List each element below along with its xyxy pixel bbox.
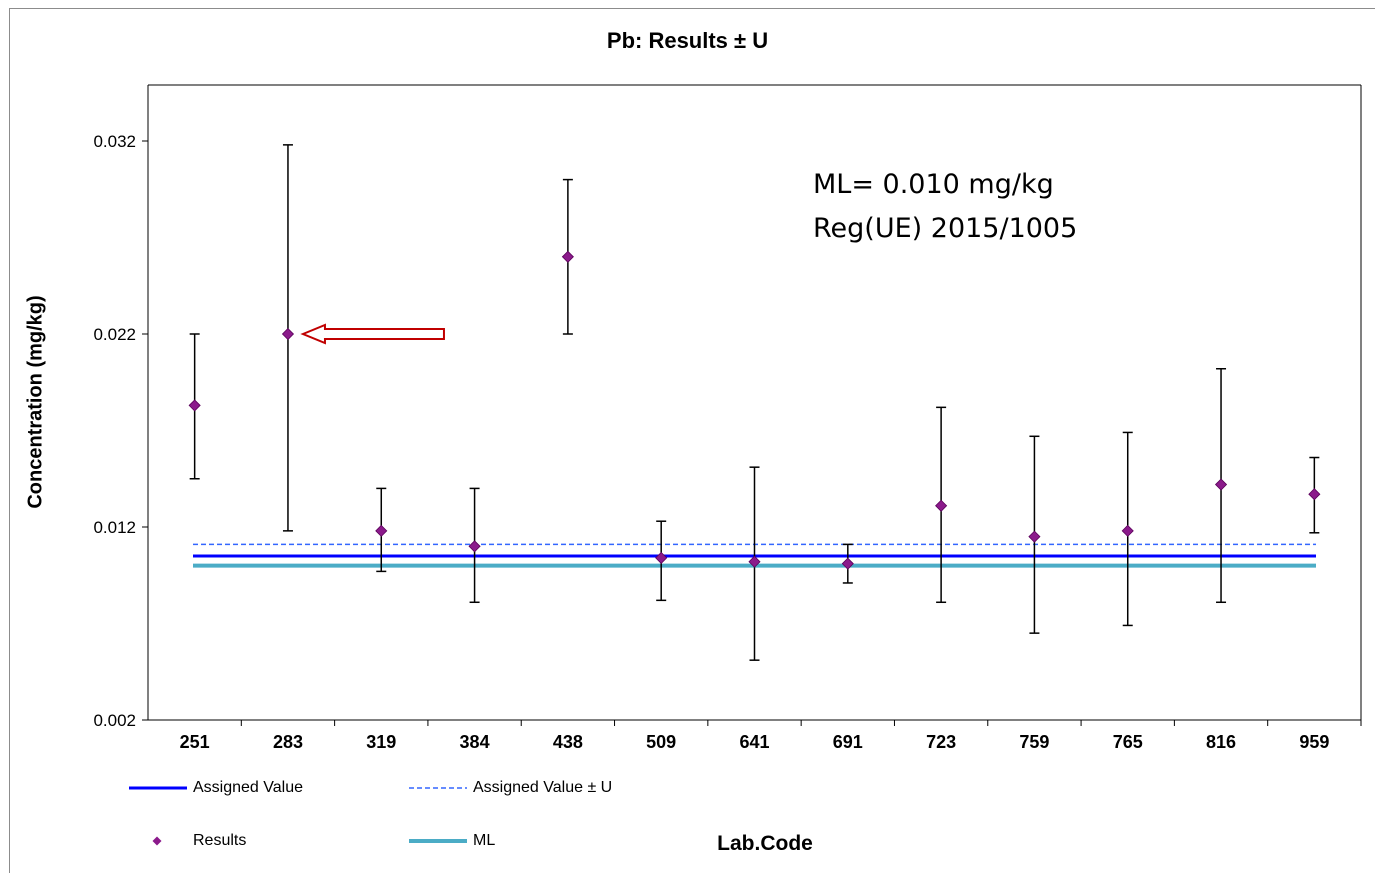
result-point — [561, 250, 574, 263]
legend-label-assigned-value: Assigned Value — [193, 779, 303, 796]
x-tick-label: 319 — [366, 732, 396, 752]
x-tick-label: 816 — [1206, 732, 1236, 752]
y-tick-label: 0.012 — [93, 518, 136, 537]
ml-annotation: ML= 0.010 mg/kg — [813, 169, 1054, 200]
result-point — [188, 399, 201, 412]
x-tick-label: 283 — [273, 732, 303, 752]
result-point — [841, 557, 854, 570]
result-point — [935, 499, 948, 512]
result-point — [375, 524, 388, 537]
highlight-arrow — [300, 323, 445, 345]
chart-frame — [9, 8, 1375, 873]
x-tick-label: 959 — [1299, 732, 1329, 752]
result-point — [1121, 524, 1134, 537]
legend-swatch-results — [152, 836, 162, 846]
result-point — [1308, 488, 1321, 501]
result-point — [1028, 530, 1041, 543]
x-tick-label: 691 — [833, 732, 863, 752]
regulation-annotation: Reg(UE) 2015/1005 — [813, 213, 1078, 244]
result-point — [655, 551, 668, 564]
result-point — [748, 555, 761, 568]
x-axis-label: Lab.Code — [717, 832, 813, 855]
chart-title: Pb: Results ± U — [606, 28, 769, 53]
x-tick-label: 641 — [739, 732, 769, 752]
result-point — [468, 540, 481, 553]
x-tick-label: 723 — [926, 732, 956, 752]
result-point — [1214, 478, 1228, 491]
x-tick-label: 759 — [1019, 732, 1049, 752]
x-tick-label: 509 — [646, 732, 676, 752]
legend-label-ml: ML — [473, 832, 496, 849]
x-tick-label: 765 — [1113, 732, 1143, 752]
y-tick-label: 0.022 — [93, 325, 136, 344]
x-tick-label: 438 — [553, 732, 583, 752]
y-tick-label: 0.002 — [93, 711, 136, 730]
legend-label-results: Results — [193, 832, 247, 849]
x-tick-label: 251 — [180, 732, 210, 752]
x-tick-label: 384 — [460, 732, 490, 752]
result-point — [281, 327, 295, 341]
legend-label-assigned-value-u: Assigned Value ± U — [473, 779, 613, 796]
y-tick-label: 0.032 — [93, 132, 136, 151]
